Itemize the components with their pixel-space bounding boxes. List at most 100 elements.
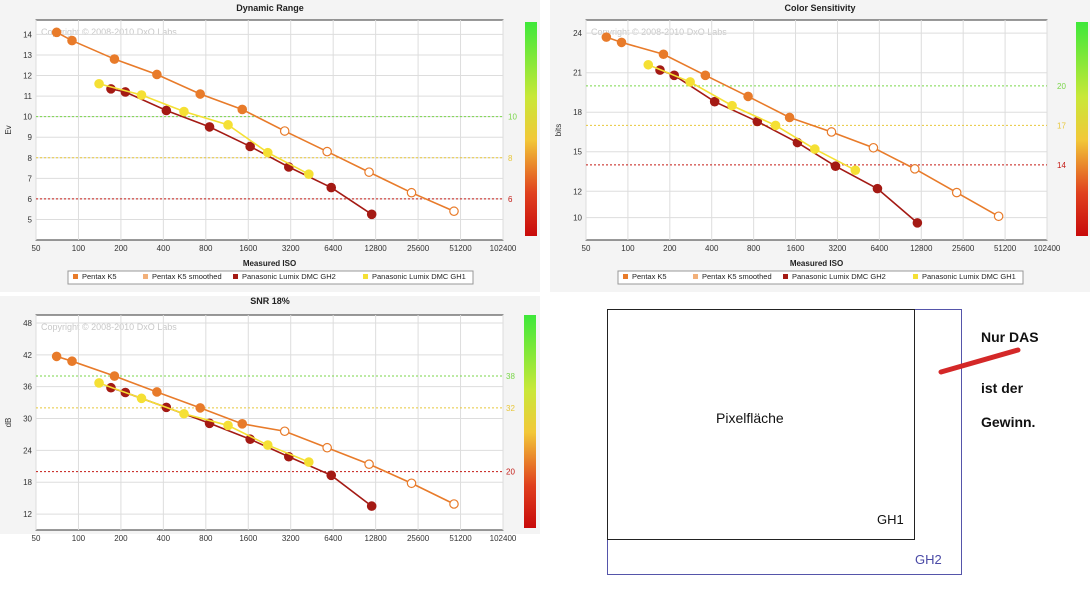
legend-label: Panasonic Lumix DMC GH2 xyxy=(242,272,336,281)
legend-label: Panasonic Lumix DMC GH2 xyxy=(792,272,886,281)
x-tick-label: 100 xyxy=(72,244,86,253)
legend-swatch xyxy=(693,274,698,279)
y-tick-label: 7 xyxy=(28,174,33,183)
y-axis-label: Ev xyxy=(4,125,13,134)
x-tick-label: 200 xyxy=(663,244,677,253)
data-point xyxy=(109,54,120,64)
data-point xyxy=(195,403,206,413)
series-line xyxy=(98,82,310,175)
chart-legend: Pentax K5 Pentax K5 smoothed Panasonic Lum… xyxy=(617,270,1024,285)
reference-label: 32 xyxy=(506,404,515,413)
data-point xyxy=(326,470,337,481)
reference-label: 10 xyxy=(508,113,517,122)
reference-label: 6 xyxy=(508,195,513,204)
legend-box xyxy=(617,270,1024,285)
y-tick-label: 6 xyxy=(28,195,33,204)
chart-legend: Pentax K5 Pentax K5 smoothed Panasonic Lum… xyxy=(67,270,474,285)
data-point xyxy=(685,77,695,87)
series-line xyxy=(659,69,918,224)
y-tick-label: 9 xyxy=(28,133,33,142)
reference-label: 17 xyxy=(1057,121,1066,130)
data-point xyxy=(809,144,820,154)
y-tick-label: 30 xyxy=(23,415,32,424)
x-tick-label: 51200 xyxy=(449,244,472,253)
data-point xyxy=(279,126,290,136)
gh1-label: GH1 xyxy=(877,512,904,527)
data-point xyxy=(245,141,255,152)
y-tick-label: 8 xyxy=(28,154,33,163)
data-point xyxy=(322,146,332,157)
x-axis-label: Measured ISO xyxy=(243,259,296,268)
data-point xyxy=(366,209,377,220)
y-tick-label: 10 xyxy=(23,113,32,122)
data-point xyxy=(700,70,711,81)
data-point xyxy=(909,164,920,174)
data-point xyxy=(152,387,162,397)
series-line xyxy=(647,64,856,171)
x-tick-label: 1600 xyxy=(787,244,805,253)
data-point xyxy=(872,183,883,194)
x-tick-label: 12800 xyxy=(910,244,933,253)
series-line xyxy=(98,382,310,463)
y-tick-label: 15 xyxy=(573,148,582,157)
data-point xyxy=(51,27,62,38)
data-point xyxy=(784,112,795,123)
legend-label: Pentax K5 smoothed xyxy=(152,272,222,281)
y-tick-label: 36 xyxy=(23,383,32,392)
x-tick-label: 102400 xyxy=(490,534,517,543)
data-point xyxy=(406,478,417,489)
y-tick-label: 10 xyxy=(573,214,582,223)
data-point xyxy=(830,161,841,172)
data-point xyxy=(658,49,669,60)
data-point xyxy=(364,167,374,177)
x-tick-label: 3200 xyxy=(282,244,300,253)
chart-2: Color Sensitivity Copyright © 2008-2010 D… xyxy=(550,0,1090,292)
data-point xyxy=(262,440,273,450)
data-point xyxy=(449,499,459,509)
chart-title: Color Sensitivity xyxy=(784,3,855,13)
x-tick-label: 1600 xyxy=(239,244,257,253)
data-point xyxy=(237,419,248,429)
data-point xyxy=(136,90,147,100)
data-point xyxy=(179,106,189,117)
data-point xyxy=(643,59,654,70)
data-point xyxy=(152,69,162,80)
data-point xyxy=(136,393,147,404)
chart-1: Dynamic Range Copyright © 2008-2010 DxO L… xyxy=(0,0,540,292)
gh2-label: GH2 xyxy=(915,552,942,567)
x-tick-label: 25600 xyxy=(407,534,430,543)
y-tick-label: 11 xyxy=(24,92,33,101)
data-point xyxy=(161,105,172,116)
y-tick-label: 12 xyxy=(23,72,32,81)
legend-box xyxy=(67,270,474,285)
x-tick-label: 6400 xyxy=(324,244,342,253)
data-point xyxy=(109,371,120,381)
data-point xyxy=(94,78,104,89)
x-tick-label: 400 xyxy=(705,244,719,253)
data-point xyxy=(912,218,923,228)
y-tick-label: 12 xyxy=(573,187,582,196)
data-point xyxy=(951,187,962,198)
legend-label: Pentax K5 xyxy=(82,272,117,281)
x-tick-label: 3200 xyxy=(282,534,300,543)
y-tick-label: 24 xyxy=(573,29,582,38)
data-point xyxy=(601,32,612,42)
x-tick-label: 50 xyxy=(582,244,591,253)
data-point xyxy=(616,37,627,48)
x-tick-label: 800 xyxy=(199,534,213,543)
chart-title: Dynamic Range xyxy=(236,3,304,13)
quality-color-bar xyxy=(1076,22,1088,236)
data-point xyxy=(195,89,206,99)
x-axis-label: Measured ISO xyxy=(790,259,843,268)
red-pointer-line xyxy=(938,347,1021,375)
data-point xyxy=(366,501,377,511)
data-point xyxy=(449,206,459,217)
data-point xyxy=(364,459,374,469)
data-point xyxy=(179,408,189,419)
y-tick-label: 24 xyxy=(23,446,32,455)
x-tick-label: 25600 xyxy=(407,244,430,253)
reference-label: 20 xyxy=(506,468,515,477)
y-tick-label: 5 xyxy=(28,215,33,224)
note-line-1: Nur DAS xyxy=(981,329,1039,345)
